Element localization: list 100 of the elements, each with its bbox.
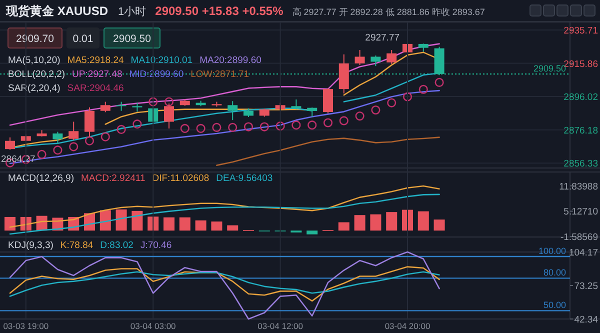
point <box>180 124 190 133</box>
text: KDJ(9,3,3) <box>8 240 54 251</box>
ref-line-label: 100.00 <box>538 246 566 256</box>
point <box>292 120 301 130</box>
point <box>355 111 364 121</box>
line-series <box>9 185 440 228</box>
bar <box>402 210 413 231</box>
candlestick <box>5 136 15 150</box>
point <box>37 150 46 159</box>
text: MACD:2.92411 <box>81 173 146 184</box>
text: 1小时 <box>118 5 146 18</box>
text: 2909.50 +15.83 +0.55% <box>155 4 284 18</box>
candlestick <box>323 88 333 114</box>
line-series <box>9 251 440 320</box>
x-tick-label: 03-04 12:00 <box>258 321 304 331</box>
annotation: MACD(12,26,9) <box>8 173 74 184</box>
x-tick-label: 03-03 19:00 <box>3 321 49 331</box>
point <box>84 136 94 146</box>
bar <box>4 216 16 231</box>
point <box>100 132 110 142</box>
point <box>196 124 206 133</box>
annotation: 2909.70 <box>16 33 54 45</box>
ref-line-label: 2909.50 <box>533 63 566 74</box>
y-tick-label: 73.25 <box>574 281 598 292</box>
y-tick-label: 2856.33 <box>564 158 598 170</box>
y-tick-label: 2896.02 <box>564 92 598 104</box>
bar <box>179 217 190 231</box>
line-series <box>9 271 440 297</box>
point <box>116 124 126 134</box>
candlestick <box>307 106 318 118</box>
y-tick-label: 104.17 <box>568 248 598 258</box>
bar <box>116 209 127 231</box>
y-tick-label: 42.34 <box>574 314 598 326</box>
candlestick <box>68 121 79 141</box>
candlestick <box>291 98 302 110</box>
text: UP:2927.48 <box>72 69 122 80</box>
bar <box>211 222 222 231</box>
bar <box>306 230 318 234</box>
candlestick <box>228 100 238 121</box>
bar <box>386 212 398 231</box>
point <box>212 122 222 132</box>
bar <box>132 210 143 231</box>
text: DIF:11.02608 <box>152 173 210 184</box>
annotation: BOLL(20,2,2) <box>8 69 66 80</box>
text: D:83.02 <box>100 240 134 251</box>
bar <box>227 225 238 231</box>
point <box>148 97 158 106</box>
point <box>402 92 412 102</box>
line-series <box>216 136 440 166</box>
bar <box>370 214 382 231</box>
x-tick-label: 03-04 03:00 <box>130 321 176 331</box>
y-tick-label: 5.12710 <box>564 206 598 218</box>
y-tick-label: 2935.71 <box>564 26 598 37</box>
text: MA5:2918.24 <box>67 55 124 66</box>
annotation: SAR(2,20,4) <box>8 83 60 94</box>
y-tick-label: 11.83988 <box>559 181 598 192</box>
bar <box>195 220 206 231</box>
point <box>244 122 254 132</box>
y-tick-label: 2915.86 <box>564 58 598 70</box>
point <box>434 78 444 87</box>
point <box>371 105 380 115</box>
point <box>308 120 317 130</box>
candlestick <box>386 49 397 64</box>
bar <box>354 215 366 231</box>
point <box>164 97 174 106</box>
ref-line-label: 80.00 <box>543 268 566 278</box>
candlestick <box>52 131 63 145</box>
text: MA10:2910.01 <box>130 55 193 66</box>
text: LOW:2871.71 <box>190 69 250 80</box>
text: K:78.84 <box>60 240 94 251</box>
series-label: J:70.46 <box>140 240 172 251</box>
point <box>228 122 238 132</box>
point <box>276 122 285 131</box>
bar <box>434 220 445 231</box>
point <box>387 98 396 108</box>
candlestick <box>354 49 365 66</box>
bar <box>164 217 174 231</box>
line-series <box>9 266 440 302</box>
y-tick-label: 2876.18 <box>564 125 598 136</box>
text: SAR:2904.46 <box>67 83 124 94</box>
bar <box>148 216 159 231</box>
point <box>53 146 62 155</box>
bar <box>418 211 429 231</box>
point <box>323 118 333 128</box>
annotation: MA(5,10,20) <box>8 55 60 66</box>
candlestick <box>100 101 110 113</box>
x-tick-label: 03-04 20:00 <box>384 321 430 331</box>
bar <box>338 222 350 231</box>
candlestick <box>370 55 381 67</box>
point <box>132 120 142 129</box>
text: MID:2899.60 <box>129 69 184 80</box>
candlestick <box>116 101 126 112</box>
point <box>260 122 269 132</box>
annotation: 0.01 <box>72 33 94 45</box>
annotation: 2909.50 <box>113 33 152 45</box>
text: DEA:9.56403 <box>216 173 273 184</box>
point <box>339 116 348 126</box>
point <box>69 142 78 152</box>
legend-label: MA20:2899.60 <box>200 55 262 66</box>
text: 高 2927.77 开 2892.28 低 2881.86 昨收 2893.67 <box>292 7 485 17</box>
